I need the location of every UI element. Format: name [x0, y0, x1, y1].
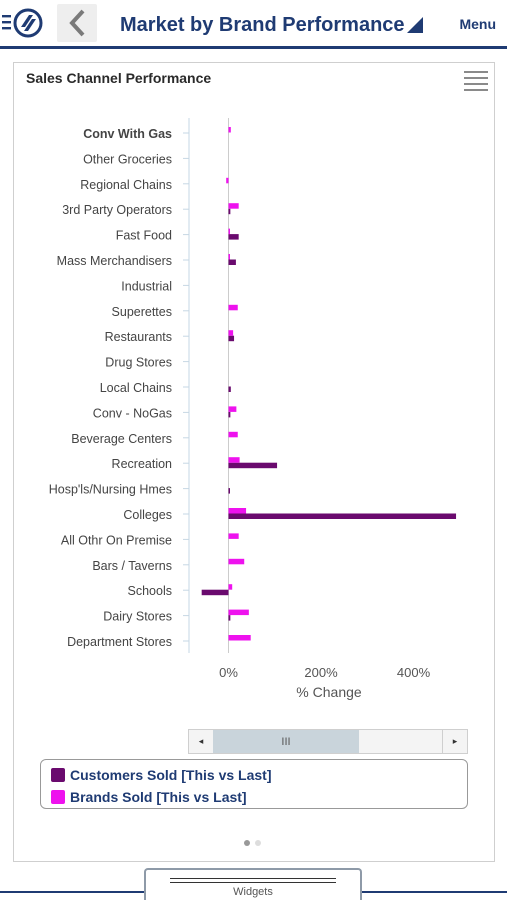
chevron-left-icon	[69, 9, 85, 37]
y-tick-label: Drug Stores	[105, 356, 172, 370]
chart-legend: Customers Sold [This vs Last] Brands Sol…	[40, 759, 468, 809]
bar-customers	[228, 208, 231, 215]
scroll-thumb[interactable]: III	[213, 730, 359, 753]
legend-item-brands[interactable]: Brands Sold [This vs Last]	[51, 789, 247, 805]
x-axis-title: % Change	[296, 684, 362, 700]
x-tick-label: 200%	[304, 665, 338, 680]
y-tick-label: Fast Food	[116, 229, 172, 243]
bar-brands	[228, 584, 233, 590]
bar-customers	[228, 386, 231, 392]
bar-brands	[228, 228, 230, 235]
bar-brands	[228, 406, 237, 412]
y-tick-label: All Othr On Premise	[61, 533, 172, 547]
scroll-left-icon[interactable]: ◂	[189, 730, 214, 753]
bar-brands	[228, 127, 231, 133]
bar-customers	[228, 335, 235, 342]
bar-customers	[228, 411, 231, 418]
bar-brands	[228, 330, 234, 336]
page-dot-active[interactable]	[244, 840, 250, 846]
x-tick-label: 400%	[397, 665, 431, 680]
dropdown-triangle-icon	[406, 17, 423, 33]
bar-customers	[228, 259, 236, 265]
y-tick-label: Conv - NoGas	[93, 406, 172, 420]
y-tick-label: Mass Merchandisers	[57, 254, 172, 268]
bar-brands	[228, 635, 251, 641]
bar-customers	[228, 513, 457, 519]
bar-customers	[201, 589, 229, 596]
bar-brands	[228, 457, 240, 463]
y-tick-label: Local Chains	[100, 381, 172, 395]
widgets-tab[interactable]: Widgets	[144, 868, 362, 900]
top-bar: Market by Brand Performance Menu	[0, 0, 507, 46]
y-tick-label: Restaurants	[105, 330, 172, 344]
legend-swatch-brands	[51, 790, 65, 804]
legend-swatch-customers	[51, 768, 65, 782]
y-tick-label: Other Groceries	[83, 152, 172, 166]
page-dot[interactable]	[255, 840, 261, 846]
y-tick-label: Colleges	[123, 508, 172, 522]
bar-brands	[226, 177, 229, 184]
widgets-tab-label: Widgets	[233, 886, 273, 898]
app-logo-menu-icon[interactable]	[2, 6, 48, 40]
panel-title: Sales Channel Performance	[26, 70, 212, 86]
bar-brands	[228, 254, 230, 260]
page-title-dropdown[interactable]: Market by Brand Performance	[120, 12, 423, 38]
bar-customers	[228, 615, 231, 621]
x-tick-label: 0%	[219, 665, 238, 680]
bar-brands	[228, 203, 239, 209]
y-tick-label: Superettes	[112, 305, 172, 319]
page-indicator	[244, 840, 261, 846]
legend-label: Customers Sold [This vs Last]	[70, 767, 272, 783]
tab-grip-line	[170, 878, 336, 879]
menu-button[interactable]: Menu	[459, 16, 496, 32]
bar-customers	[228, 234, 239, 240]
legend-label: Brands Sold [This vs Last]	[70, 789, 247, 805]
y-tick-label: Bars / Taverns	[92, 559, 172, 573]
y-tick-label: 3rd Party Operators	[62, 203, 172, 217]
bar-brands	[228, 508, 247, 514]
y-tick-label: Conv With Gas	[83, 127, 172, 141]
bar-brands	[228, 609, 249, 616]
legend-item-customers[interactable]: Customers Sold [This vs Last]	[51, 767, 271, 783]
y-tick-label: Department Stores	[67, 635, 172, 649]
scroll-right-icon[interactable]: ▸	[442, 730, 467, 753]
chart-scrollbar[interactable]: ◂ III ▸	[188, 729, 468, 754]
bar-chart: Conv With Gas Other Groceries Regional Cha…	[49, 118, 457, 700]
chart-panel: Sales Channel Performance Conv With Gas O…	[13, 62, 495, 862]
y-tick-label: Hosp'ls/Nursing Hmes	[49, 483, 172, 497]
hamburger-menu-icon[interactable]	[464, 71, 488, 91]
bar-brands	[228, 533, 239, 539]
y-tick-label: Beverage Centers	[71, 432, 172, 446]
bar-brands	[228, 558, 245, 565]
y-tick-label: Industrial	[121, 279, 172, 293]
y-tick-label: Regional Chains	[80, 178, 172, 192]
header-divider	[0, 46, 507, 49]
bar-customers	[228, 462, 278, 469]
page-title: Market by Brand Performance	[120, 13, 405, 36]
y-tick-label: Schools	[128, 584, 172, 598]
y-tick-label: Recreation	[112, 457, 172, 471]
bar-customers	[228, 488, 230, 494]
bar-brands	[228, 304, 238, 311]
bar-brands	[228, 431, 238, 438]
y-tick-label: Dairy Stores	[103, 610, 172, 624]
back-button[interactable]	[57, 4, 97, 42]
tab-grip-line	[170, 882, 336, 883]
